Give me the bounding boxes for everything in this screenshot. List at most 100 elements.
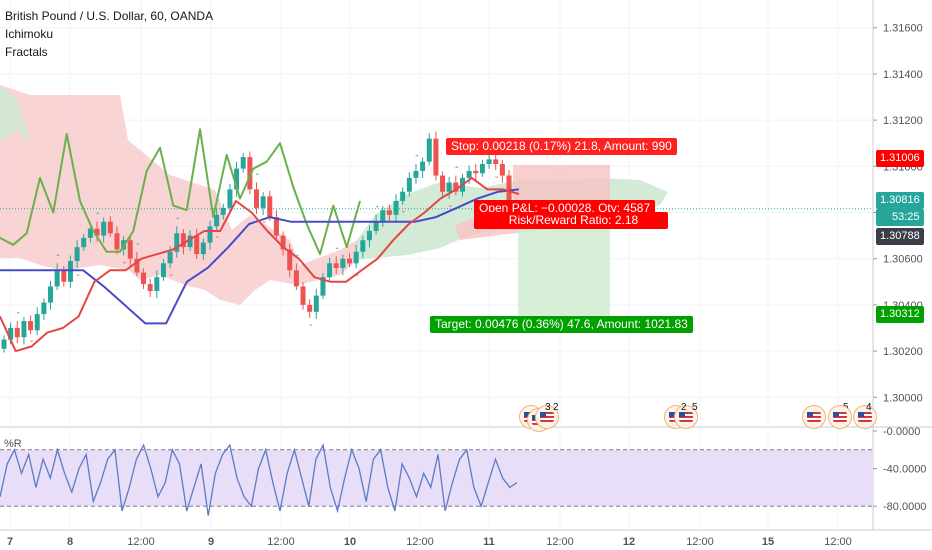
candle-body bbox=[506, 175, 512, 201]
candle-body bbox=[34, 314, 40, 331]
candle-body bbox=[479, 163, 485, 174]
candle-body bbox=[28, 321, 34, 331]
candle-body bbox=[187, 235, 193, 248]
candle-body bbox=[347, 258, 353, 264]
candle-body bbox=[214, 214, 220, 227]
candle-body bbox=[61, 270, 67, 282]
indicator-lines bbox=[0, 128, 520, 353]
candle-body bbox=[200, 242, 206, 255]
candle-body bbox=[54, 270, 60, 287]
last-price-tag: 1.30816 bbox=[876, 192, 924, 209]
candle-body bbox=[313, 295, 319, 312]
fractal-up: ⌃ bbox=[15, 311, 21, 319]
wr-line bbox=[0, 443, 518, 516]
fractal-down: ⌄ bbox=[447, 202, 453, 209]
candle-body bbox=[273, 217, 279, 236]
candle-body bbox=[413, 170, 419, 178]
time-tick-label: 15 bbox=[762, 536, 774, 548]
candle-body bbox=[333, 263, 339, 268]
candle-body bbox=[101, 221, 107, 236]
wr-title: %R bbox=[4, 438, 22, 450]
fractal-up: ⌃ bbox=[414, 154, 420, 162]
symbol-title[interactable]: British Pound / U.S. Dollar, 60, OANDA bbox=[5, 9, 214, 23]
candle-body bbox=[493, 159, 499, 164]
candle-body bbox=[327, 263, 333, 278]
fractal-up: ⌃ bbox=[55, 253, 61, 261]
candle-body bbox=[499, 163, 505, 176]
candle-body bbox=[240, 157, 246, 169]
time-tick-label: 7 bbox=[7, 536, 13, 548]
candle-body bbox=[81, 237, 87, 248]
candle-body bbox=[420, 161, 426, 171]
target-label[interactable]: Target: 0.00476 (0.36%) 47.6, Amount: 10… bbox=[430, 316, 693, 333]
fractal-up: ⌃ bbox=[135, 242, 141, 250]
candle-body bbox=[366, 230, 372, 241]
candle-body bbox=[67, 261, 73, 282]
price-tick-label: 1.30000 bbox=[883, 392, 923, 404]
fractals-legend[interactable]: Fractals bbox=[5, 45, 48, 59]
candle-body bbox=[293, 270, 299, 287]
candle-body bbox=[380, 210, 386, 222]
candle-body bbox=[254, 189, 259, 208]
candle-body bbox=[353, 251, 359, 264]
fractal-down: ⌄ bbox=[168, 271, 174, 278]
ichimoku-legend[interactable]: Ichimoku bbox=[5, 27, 54, 41]
us-flag-icon[interactable] bbox=[535, 405, 559, 429]
price-tick-label: 1.30200 bbox=[883, 346, 923, 358]
candle-body bbox=[393, 200, 399, 215]
event-count: 4 bbox=[866, 402, 872, 413]
candle-body bbox=[260, 196, 266, 208]
event-count: 2 bbox=[681, 402, 687, 413]
time-tick-label: 10 bbox=[344, 536, 356, 548]
williams-r-pane[interactable]: %R bbox=[0, 438, 873, 516]
us-flag-icon[interactable] bbox=[802, 405, 826, 429]
tenkan-line bbox=[0, 176, 520, 353]
candle-body bbox=[107, 221, 113, 234]
candle-body bbox=[167, 251, 173, 264]
candle-body bbox=[280, 235, 286, 250]
wr-tick-label: -80.0000 bbox=[883, 501, 926, 513]
fractal-down: ⌄ bbox=[494, 173, 500, 180]
chikou-line bbox=[0, 128, 361, 256]
candle-body bbox=[127, 240, 133, 259]
candle-body bbox=[41, 302, 47, 315]
candle-body bbox=[174, 233, 180, 252]
candle-body bbox=[14, 327, 20, 338]
us-flag-icon[interactable] bbox=[853, 405, 877, 429]
candle-body bbox=[446, 182, 452, 192]
time-tick-label: 12:00 bbox=[127, 536, 155, 548]
fractal-down: ⌄ bbox=[308, 321, 314, 328]
target-zone bbox=[518, 215, 610, 326]
candle-body bbox=[94, 228, 100, 236]
chart-legend: British Pound / U.S. Dollar, 60, OANDA I… bbox=[5, 7, 213, 61]
candle-body bbox=[227, 189, 233, 208]
risk-reward-label[interactable]: Risk/Reward Ratio: 2.18 bbox=[474, 212, 668, 229]
candle-body bbox=[147, 284, 153, 292]
time-tick-label: 12 bbox=[623, 536, 635, 548]
time-tick-label: 8 bbox=[67, 536, 73, 548]
candle-body bbox=[160, 263, 166, 278]
us-flag-icon[interactable] bbox=[828, 405, 852, 429]
candle-body bbox=[287, 249, 293, 271]
candle-body bbox=[340, 258, 346, 268]
us-flag-icon[interactable] bbox=[674, 405, 698, 429]
candle-body bbox=[373, 221, 379, 231]
cloud-bull bbox=[0, 85, 30, 145]
candle-body bbox=[74, 247, 80, 262]
time-tick-label: 9 bbox=[208, 536, 214, 548]
candle-body bbox=[473, 170, 479, 174]
candle-body bbox=[406, 177, 412, 192]
fractal-up: ⌃ bbox=[175, 216, 181, 224]
candle-body bbox=[386, 210, 392, 215]
position-tool[interactable] bbox=[0, 164, 873, 326]
fractal-down: ⌄ bbox=[401, 208, 407, 215]
stop-label[interactable]: Stop: 0.00218 (0.17%) 21.8, Amount: 990 bbox=[446, 138, 677, 155]
wr-tick-label: -0.0000 bbox=[883, 426, 920, 438]
time-tick-label: 12:00 bbox=[686, 536, 714, 548]
price-tick-label: 1.30600 bbox=[883, 254, 923, 266]
fractal-down: ⌄ bbox=[29, 337, 35, 344]
candle-body bbox=[48, 286, 54, 303]
entry-price-tag: 1.30788 bbox=[876, 228, 924, 245]
fractal-up: ⌃ bbox=[255, 172, 261, 180]
